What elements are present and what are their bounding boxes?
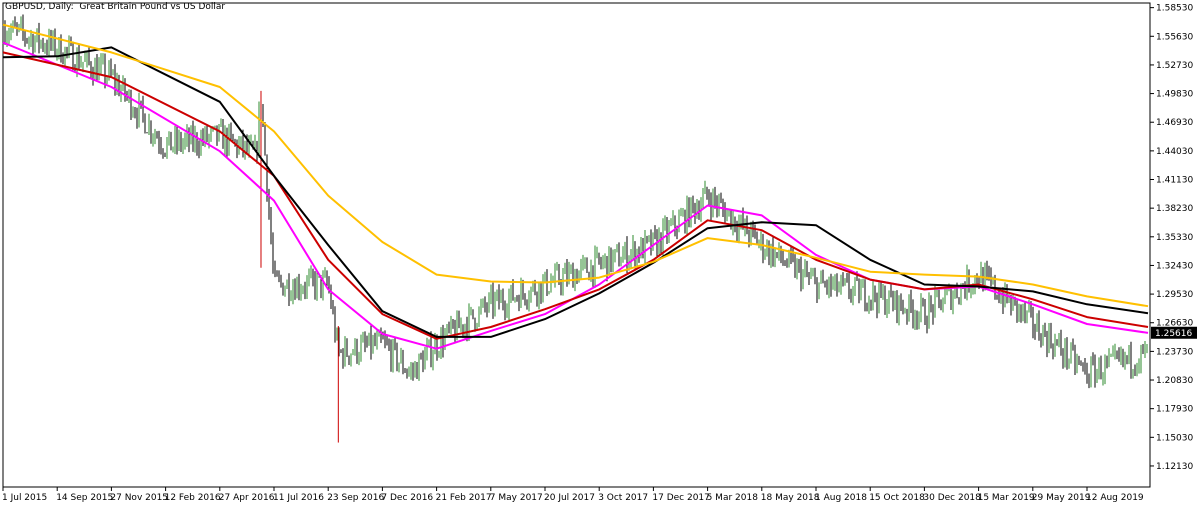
- y-tick-label: 1.29530: [1156, 290, 1193, 300]
- y-tick-label: 1.55630: [1156, 32, 1193, 42]
- y-tick-label: 1.35330: [1156, 233, 1193, 243]
- x-tick-label: 29 May 2019: [1032, 493, 1091, 503]
- x-tick-label: 27 Nov 2015: [110, 493, 168, 503]
- x-tick-label: 21 Feb 2017: [436, 493, 492, 503]
- current-price-label: 1.25616: [1155, 329, 1192, 339]
- x-tick-label: 3 Oct 2017: [598, 493, 648, 503]
- chart-title: GBPUSD, Daily: Great Britain Pound vs US…: [5, 2, 225, 12]
- current-price-marker: [1151, 326, 1197, 339]
- moving-average-line-3: [2, 46, 1149, 338]
- x-tick-label: 20 Jul 2017: [544, 493, 595, 503]
- x-tick-label: 27 Apr 2016: [219, 493, 275, 503]
- x-tick-label: 17 Dec 2017: [652, 493, 710, 503]
- x-tick-label: 14 Sep 2015: [56, 493, 113, 503]
- y-tick-label: 1.32430: [1156, 261, 1193, 271]
- y-tick-label: 1.23730: [1156, 347, 1193, 357]
- y-tick-label: 1.41130: [1156, 176, 1193, 186]
- y-tick-label: 1.15030: [1156, 433, 1193, 443]
- x-tick-label: 12 Feb 2016: [165, 493, 221, 503]
- x-tick-label: 7 Dec 2016: [381, 493, 433, 503]
- y-tick-label: 1.38230: [1156, 204, 1193, 214]
- x-tick-label: 30 Dec 2018: [923, 493, 981, 503]
- y-tick-label: 1.44030: [1156, 147, 1193, 157]
- x-tick-label: 11 Jul 2016: [273, 493, 324, 503]
- y-tick-label: 1.17930: [1156, 405, 1193, 415]
- x-tick-label: 18 May 2018: [761, 493, 820, 503]
- y-tick-label: 1.12130: [1156, 462, 1193, 472]
- y-tick-label: 1.46930: [1156, 118, 1193, 128]
- chart-description: Great Britain Pound vs US Dollar: [79, 2, 226, 12]
- y-tick-label: 1.52730: [1156, 61, 1193, 71]
- x-tick-label: 7 May 2017: [490, 493, 543, 503]
- x-tick-label: 15 Mar 2019: [978, 493, 1035, 503]
- plot-frame: [2, 2, 1151, 488]
- chart-symbol: GBPUSD, Daily:: [5, 2, 74, 12]
- y-tick-label: 1.20830: [1156, 376, 1193, 386]
- x-tick-label: 1 Jul 2015: [2, 493, 47, 503]
- x-tick-label: 12 Aug 2019: [1086, 493, 1144, 503]
- x-tick-label: 1 Aug 2018: [815, 493, 867, 503]
- moving-average-line-4: [2, 23, 1149, 308]
- x-tick-label: 23 Sep 2016: [327, 493, 384, 503]
- x-tick-label: 5 Mar 2018: [707, 493, 759, 503]
- x-tick-label: 15 Oct 2018: [869, 493, 925, 503]
- y-tick-label: 1.49830: [1156, 90, 1193, 100]
- y-tick-label: 1.26630: [1156, 319, 1193, 329]
- y-tick-label: 1.58530: [1156, 4, 1193, 14]
